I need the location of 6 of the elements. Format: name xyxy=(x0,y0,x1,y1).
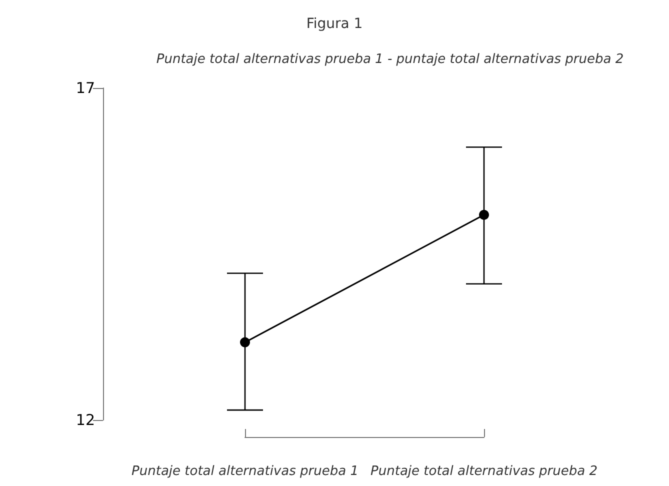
y-tick-label: 12 xyxy=(76,411,95,429)
chart-title: Figura 1 xyxy=(306,16,363,32)
y-tick-label: 17 xyxy=(76,79,95,97)
x-tick-label: Puntaje total alternativas prueba 2 xyxy=(370,464,598,479)
chart-subtitle: Puntaje total alternativas prueba 1 - puntaje total alternativas prueba 2 xyxy=(156,52,624,67)
x-tick-label: Puntaje total alternativas prueba 1 xyxy=(132,464,358,479)
